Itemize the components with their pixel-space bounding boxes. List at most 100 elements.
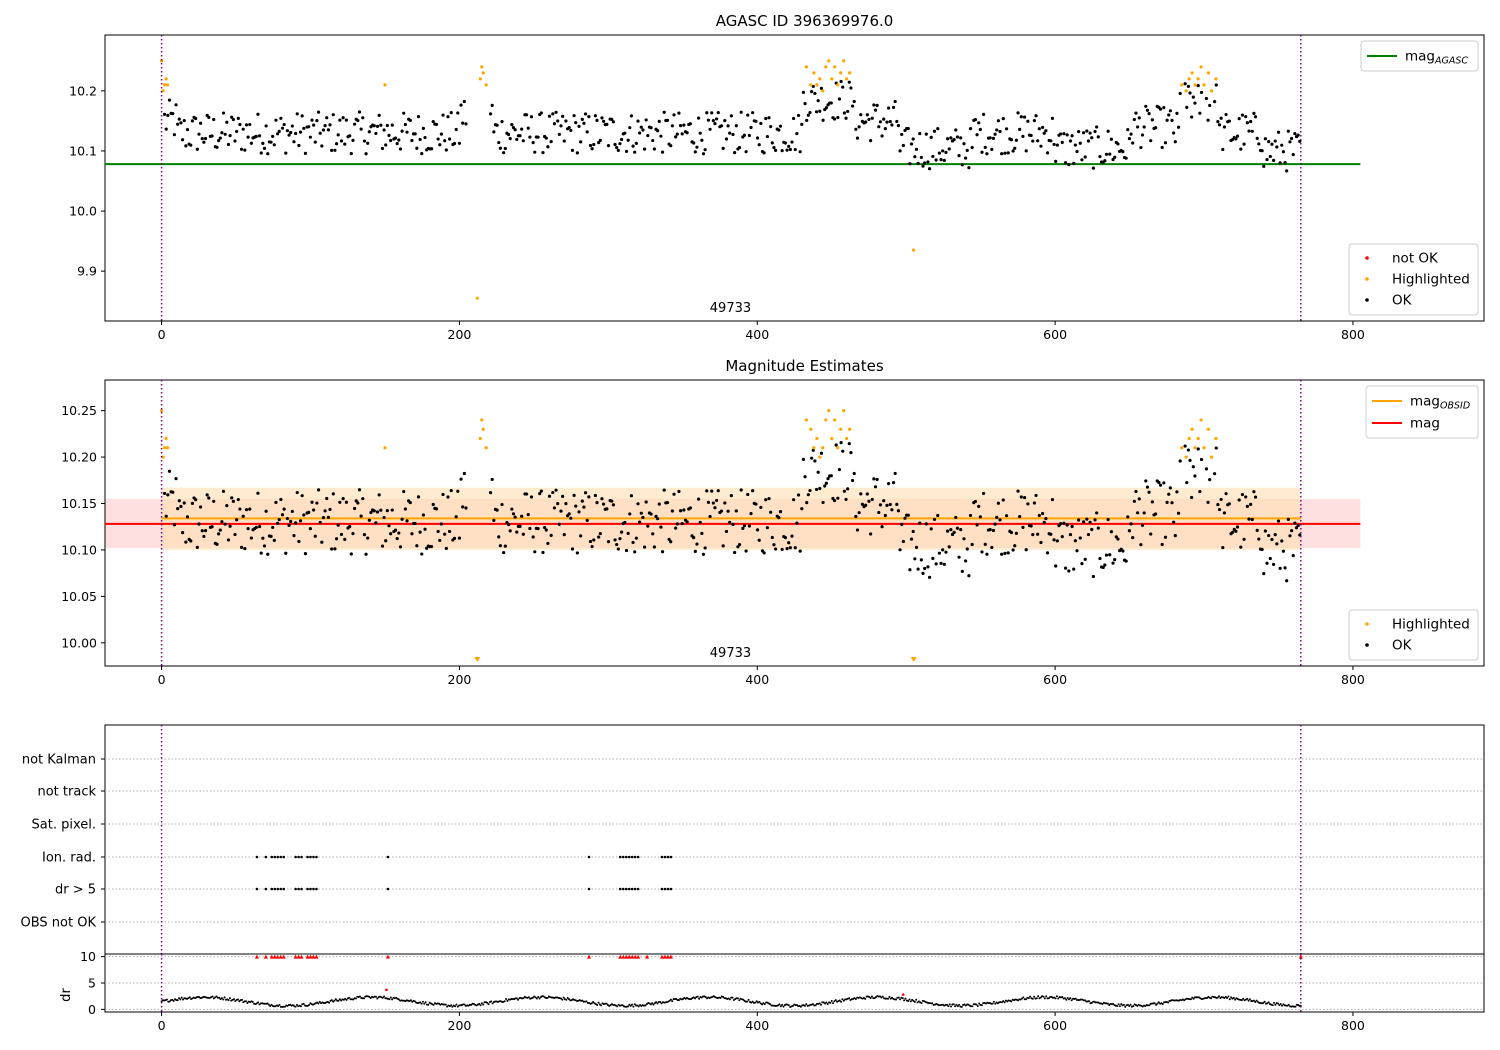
ok-point <box>179 504 183 509</box>
dr-point <box>1112 1003 1115 1006</box>
ok-point <box>315 119 319 123</box>
ok-point <box>1042 131 1046 135</box>
ok-point <box>777 128 781 132</box>
ok-point <box>1004 514 1009 518</box>
ok-point <box>356 501 360 505</box>
ok-point <box>1204 467 1209 471</box>
highlighted-point <box>481 427 485 431</box>
ok-point <box>1165 500 1169 504</box>
flag-point <box>386 887 390 891</box>
ok-point <box>384 539 388 543</box>
dr-point <box>864 997 867 1000</box>
ok-point <box>498 544 502 548</box>
ok-point <box>1283 160 1287 165</box>
ok-point <box>1260 149 1264 153</box>
ok-point <box>1206 500 1210 504</box>
ok-point <box>844 116 848 120</box>
ok-point <box>919 155 923 160</box>
highlighted-point <box>824 65 828 69</box>
ok-point <box>167 98 172 102</box>
dr-point <box>660 1002 663 1005</box>
ok-point <box>952 530 956 534</box>
legend-point-swatch <box>1365 622 1369 626</box>
ok-point <box>547 494 552 498</box>
dr-point <box>656 1002 659 1005</box>
dr-point <box>424 1001 427 1004</box>
ok-point <box>531 141 535 145</box>
ok-point <box>279 116 283 120</box>
ok-point <box>736 545 740 549</box>
flag-point <box>312 887 315 891</box>
ok-point <box>1073 143 1077 147</box>
dr-flag-marker <box>665 954 670 959</box>
highlighted-point <box>842 409 846 413</box>
ok-point <box>982 491 986 496</box>
ok-point <box>1173 534 1177 538</box>
dr-point <box>517 998 520 1001</box>
flag-point <box>660 887 664 891</box>
ok-point <box>859 492 863 496</box>
ok-point <box>883 513 887 518</box>
ok-point <box>965 547 969 551</box>
ok-point <box>1278 566 1282 570</box>
ok-point <box>385 509 389 513</box>
ok-point <box>988 136 992 140</box>
dr-point <box>1042 995 1045 998</box>
ok-point <box>696 116 701 120</box>
dr-flag-marker <box>275 954 280 959</box>
ok-point <box>631 540 635 545</box>
ok-point <box>1080 561 1084 566</box>
ok-point <box>552 122 557 126</box>
ok-point <box>164 127 168 131</box>
ok-point <box>1294 526 1299 530</box>
dr-point <box>538 997 541 1000</box>
ok-point <box>678 509 683 513</box>
ok-point <box>962 537 966 541</box>
dr-point <box>1029 995 1032 998</box>
dr-point <box>188 996 191 999</box>
dr-point <box>255 1002 258 1005</box>
ok-point <box>628 126 632 130</box>
ok-point <box>924 132 928 136</box>
dr-point <box>559 997 562 1000</box>
flag-point <box>264 887 268 891</box>
ok-point <box>634 141 638 145</box>
ok-point <box>1193 474 1197 478</box>
dr-point <box>645 1003 648 1006</box>
ok-point <box>926 160 930 164</box>
dr-point <box>958 1003 961 1006</box>
ok-point <box>1029 524 1033 528</box>
ok-point <box>810 456 814 460</box>
ok-point <box>302 126 306 130</box>
ok-point <box>1144 104 1148 108</box>
dr-point <box>283 1005 286 1008</box>
dr-point <box>277 1005 280 1008</box>
dr-point <box>302 1002 305 1005</box>
ok-point <box>308 135 312 139</box>
ok-point <box>1265 157 1269 162</box>
dr-point <box>605 1002 608 1005</box>
dr-point <box>669 998 672 1001</box>
ok-point <box>241 127 245 131</box>
ok-point <box>1021 525 1025 529</box>
ok-point <box>616 148 620 152</box>
ok-point <box>1188 458 1192 462</box>
ok-point <box>657 502 661 506</box>
highlighted-point <box>1209 455 1214 459</box>
ok-point <box>1199 90 1204 95</box>
highlighted-point <box>383 83 387 87</box>
ok-point <box>320 540 324 544</box>
ok-point <box>349 552 353 556</box>
ok-point <box>1116 537 1120 541</box>
ok-point <box>1240 113 1245 117</box>
ok-point <box>759 121 763 126</box>
ok-point <box>895 119 899 124</box>
ok-point <box>1188 91 1192 95</box>
highlighted-point <box>827 59 831 63</box>
ok-point <box>390 123 394 127</box>
ok-point <box>595 501 599 505</box>
ok-point <box>1160 145 1164 150</box>
dr-point <box>478 1002 481 1005</box>
ok-point <box>710 111 714 115</box>
